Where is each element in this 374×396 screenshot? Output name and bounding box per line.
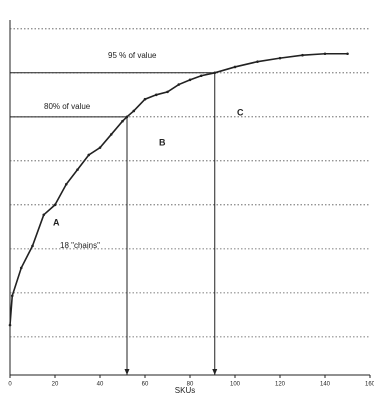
- arrow-head: [124, 369, 130, 375]
- x-tick-label: 60: [142, 382, 149, 388]
- data-point: [213, 71, 217, 75]
- x-axis-label: SKUs: [175, 386, 195, 395]
- annotation: A: [53, 217, 60, 227]
- annotation: 18 "chains": [60, 241, 100, 250]
- arrow-head: [212, 369, 218, 375]
- data-point: [278, 56, 282, 60]
- x-tick-label: 0: [8, 382, 12, 388]
- data-line: [9, 52, 348, 326]
- data-point: [177, 83, 181, 86]
- data-point: [301, 53, 304, 57]
- annotation: 80% of value: [44, 102, 91, 111]
- data-point: [199, 74, 203, 78]
- x-tick-label: 140: [320, 382, 331, 388]
- data-point: [125, 115, 129, 119]
- data-point: [64, 182, 68, 186]
- data-point: [143, 97, 147, 101]
- annotation: 95 % of value: [108, 51, 157, 60]
- x-tick-label: 40: [97, 382, 104, 388]
- data-point: [19, 266, 23, 270]
- data-point: [346, 52, 349, 56]
- data-point: [132, 109, 136, 113]
- data-point: [166, 90, 169, 94]
- data-point: [53, 203, 57, 207]
- data-point: [233, 65, 237, 69]
- x-tick-label: 20: [52, 382, 59, 388]
- data-point: [188, 78, 192, 82]
- data-point: [121, 119, 124, 123]
- x-tick-label: 100: [230, 382, 241, 388]
- data-point: [42, 213, 46, 217]
- x-tick-label: 80: [187, 382, 194, 388]
- data-point: [8, 323, 12, 327]
- data-point: [98, 146, 102, 149]
- data-point: [256, 60, 259, 63]
- x-tick-label: 160: [365, 382, 374, 388]
- data-point: [154, 93, 158, 97]
- annotation: C: [237, 107, 244, 117]
- data-point: [323, 52, 327, 56]
- x-tick-label: 120: [275, 382, 286, 388]
- data-point: [87, 153, 91, 157]
- data-point: [109, 133, 113, 136]
- data-point: [10, 294, 14, 298]
- data-point: [76, 168, 79, 171]
- annotation: B: [159, 137, 166, 147]
- data-point: [31, 244, 34, 248]
